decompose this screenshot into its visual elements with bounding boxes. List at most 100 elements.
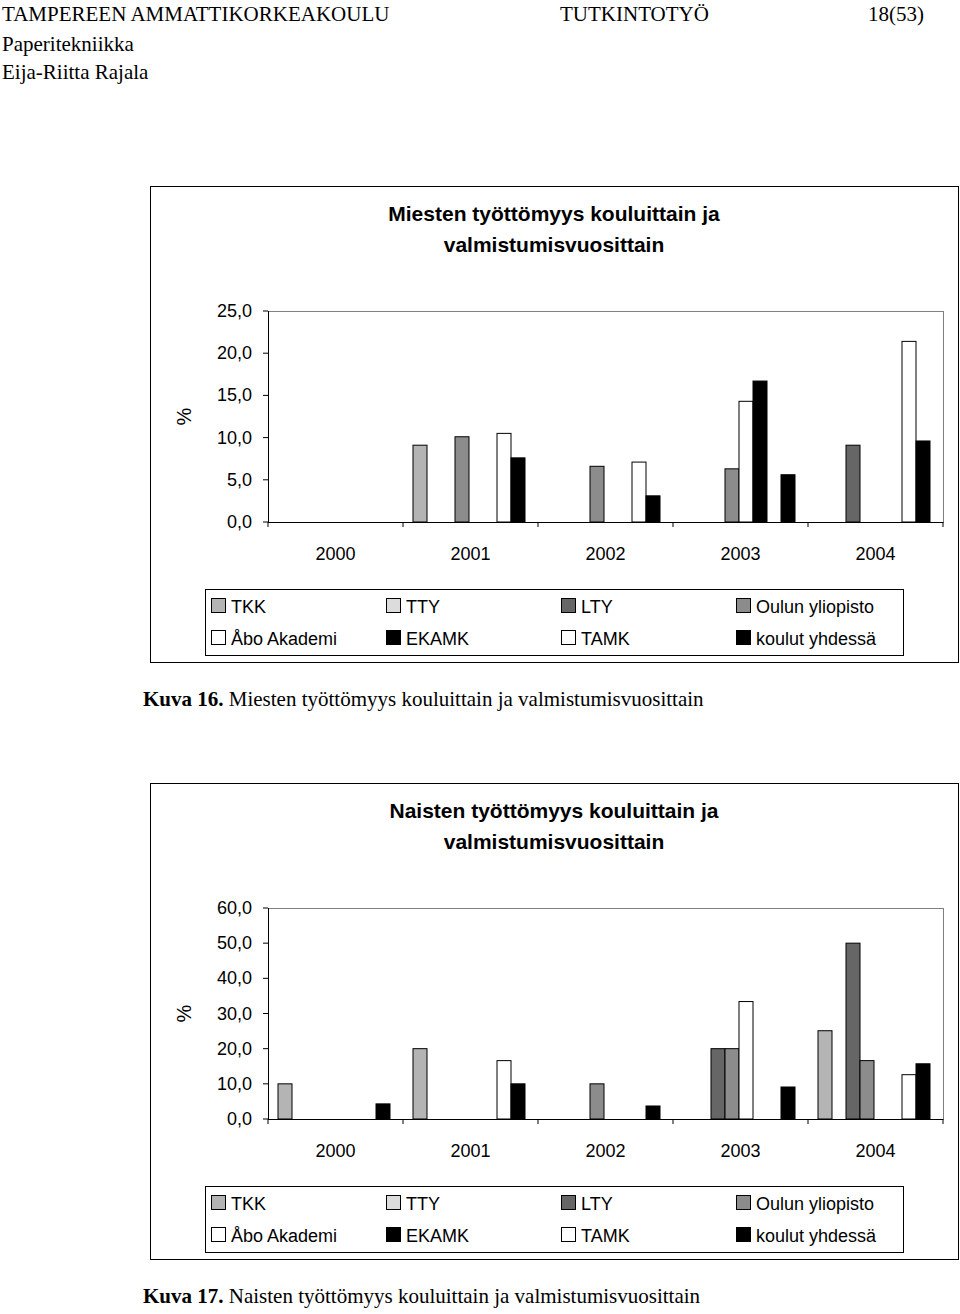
header-line: Eija-Riitta Rajala <box>2 60 148 85</box>
header-right: 18(53) <box>868 2 924 27</box>
x-tick-label: 2004 <box>855 1141 895 1161</box>
legend-swatch <box>737 1228 751 1242</box>
plot-frame <box>269 909 944 1120</box>
y-axis <box>268 908 269 1119</box>
legend-label: TTY <box>406 597 440 617</box>
chart: 0,05,010,015,020,025,0%20002001200220032… <box>151 187 959 663</box>
y-tick <box>263 978 268 979</box>
legend-label: TKK <box>231 597 266 617</box>
y-tick <box>263 353 268 354</box>
legend-swatch <box>212 1228 226 1242</box>
y-tick <box>263 1119 268 1120</box>
legend-swatch <box>737 1196 751 1210</box>
bar <box>753 381 767 522</box>
y-tick <box>263 437 268 438</box>
x-tick <box>673 522 674 527</box>
bar <box>590 466 604 522</box>
legend-swatch <box>212 631 226 645</box>
legend-swatch <box>562 1228 576 1242</box>
header-center: TUTKINTOTYÖ <box>560 2 709 27</box>
y-tick <box>263 1013 268 1014</box>
caption-label: Kuva 16. <box>143 687 224 711</box>
bar <box>632 462 646 522</box>
legend-label: TTY <box>406 1194 440 1214</box>
legend-swatch <box>562 1196 576 1210</box>
bar <box>781 1087 795 1119</box>
bar <box>511 458 525 522</box>
bar <box>846 445 860 522</box>
chart-frame <box>151 784 959 1260</box>
chart-frame <box>151 187 959 663</box>
bar <box>739 1002 753 1119</box>
y-tick-label: 5,0 <box>227 470 252 490</box>
x-axis <box>268 1119 943 1120</box>
chart-title: Miesten työttömyys kouluittain ja valmis… <box>314 198 794 260</box>
legend-swatch <box>737 631 751 645</box>
bars <box>278 943 930 1119</box>
legend-swatch <box>737 599 751 613</box>
bar <box>818 1031 832 1119</box>
y-tick-label: 15,0 <box>217 385 252 405</box>
y-tick-label: 50,0 <box>217 933 252 953</box>
legend-label: koulut yhdessä <box>756 1226 877 1246</box>
bar <box>725 469 739 522</box>
x-tick-label: 2002 <box>585 1141 625 1161</box>
bar <box>846 943 860 1119</box>
y-tick-label: 30,0 <box>217 1004 252 1024</box>
caption-text: Naisten työttömyys kouluittain ja valmis… <box>224 1284 701 1308</box>
header-line: Paperitekniikka <box>2 32 134 57</box>
legend-swatch <box>387 1196 401 1210</box>
bar <box>278 1084 292 1119</box>
legend-label: LTY <box>581 1194 613 1214</box>
x-tick-label: 2003 <box>720 1141 760 1161</box>
x-tick-label: 2003 <box>720 544 760 564</box>
legend-label: Åbo Akademi <box>231 1226 337 1246</box>
legend-box <box>206 590 904 656</box>
y-tick <box>263 1083 268 1084</box>
caption-text: Miesten työttömyys kouluittain ja valmis… <box>224 687 704 711</box>
y-tick-label: 20,0 <box>217 343 252 363</box>
bar <box>725 1049 739 1119</box>
legend-label: Oulun yliopisto <box>756 597 874 617</box>
header-left: TAMPEREEN AMMATTIKORKEAKOULU <box>2 2 389 27</box>
y-axis-label: % <box>173 407 195 425</box>
x-axis <box>268 522 943 523</box>
x-tick-label: 2002 <box>585 544 625 564</box>
bar <box>916 1064 930 1119</box>
bar <box>902 1075 916 1119</box>
bars <box>413 341 930 522</box>
caption-label: Kuva 17. <box>143 1284 224 1308</box>
x-tick <box>808 1119 809 1124</box>
legend-label: Åbo Akademi <box>231 629 337 649</box>
caption: Kuva 16. Miesten työttömyys kouluittain … <box>143 687 704 712</box>
y-tick <box>263 943 268 944</box>
y-tick-label: 0,0 <box>227 512 252 532</box>
legend-label: koulut yhdessä <box>756 629 877 649</box>
y-tick-label: 20,0 <box>217 1039 252 1059</box>
x-tick-label: 2001 <box>450 1141 490 1161</box>
y-axis-label: % <box>173 1004 195 1022</box>
x-tick-label: 2004 <box>855 544 895 564</box>
y-axis <box>268 311 269 522</box>
bar <box>511 1084 525 1119</box>
chart: 0,010,020,030,040,050,060,0%200020012002… <box>151 784 959 1260</box>
y-tick-label: 60,0 <box>217 898 252 918</box>
y-tick-label: 10,0 <box>217 1074 252 1094</box>
bar <box>902 341 916 522</box>
legend-label: EKAMK <box>406 629 469 649</box>
x-tick-label: 2000 <box>315 544 355 564</box>
y-tick-label: 40,0 <box>217 968 252 988</box>
bar <box>781 475 795 522</box>
legend-swatch <box>562 599 576 613</box>
bar <box>739 401 753 522</box>
legend-swatch <box>212 599 226 613</box>
legend-label: TAMK <box>581 1226 630 1246</box>
bar <box>413 445 427 522</box>
y-tick <box>263 395 268 396</box>
y-tick <box>263 522 268 523</box>
bar <box>413 1049 427 1119</box>
bar <box>646 1106 660 1119</box>
bar <box>590 1084 604 1119</box>
x-tick <box>943 522 944 527</box>
x-tick <box>673 1119 674 1124</box>
